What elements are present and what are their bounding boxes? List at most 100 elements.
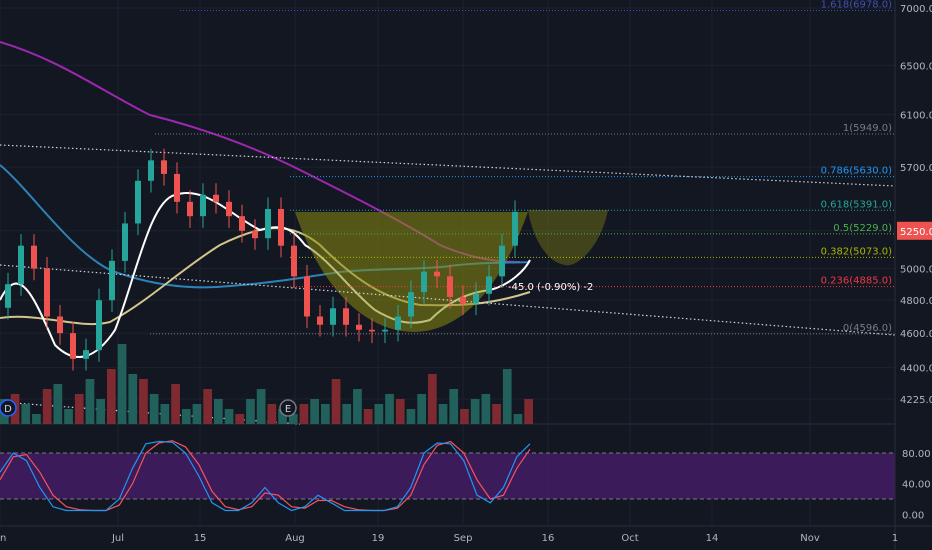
candle-body — [486, 276, 492, 294]
volume-bar — [363, 409, 373, 424]
volume-bar — [299, 404, 309, 424]
volume-bar — [321, 404, 330, 424]
candle-body — [109, 260, 115, 301]
volume-bar — [181, 409, 191, 424]
candle-body — [57, 316, 63, 334]
volume-bar — [64, 409, 73, 424]
event-marker-label: D — [4, 404, 12, 415]
volume-bar — [310, 399, 319, 424]
stochastic-oscillator — [0, 440, 895, 512]
event-marker-circle — [279, 399, 297, 417]
volume-bar — [342, 404, 352, 424]
volume-bar — [417, 394, 426, 424]
volume-bar — [128, 374, 138, 424]
event-marker-circle — [0, 399, 17, 417]
volume-bar — [492, 404, 501, 424]
candle-body — [369, 329, 375, 332]
candle-body — [135, 180, 141, 224]
candle-body — [239, 216, 245, 231]
volume-bar — [21, 404, 31, 424]
change-annotation: -45.0 (-0.90%) -2 — [508, 282, 593, 293]
time-tick-label: Aug — [285, 533, 305, 544]
price-tick-label: 4225.0 — [900, 395, 932, 406]
volume-bar — [224, 409, 234, 424]
candle-body — [421, 271, 427, 293]
time-axis[interactable]: n Jul 15 Aug 19 Sep 16 Oct 14 Nov 1 — [0, 525, 932, 544]
volume-bar — [502, 369, 512, 424]
volume-bar — [74, 394, 84, 424]
candle-body — [18, 245, 24, 285]
fib-label: 0.5(5229.0) — [833, 223, 892, 234]
event-marker: D — [0, 399, 17, 417]
oscillator-k-line — [0, 440, 531, 512]
candle-body — [96, 300, 102, 351]
volume-bar — [428, 374, 437, 424]
time-tick-label: n — [0, 533, 6, 544]
candle-body — [83, 350, 89, 359]
volume-bar — [331, 379, 341, 424]
volume-bar — [385, 394, 394, 424]
price-axis[interactable]: 7000.0 6500.0 6100.0 5700.0 5000.0 4800.0 4600… — [894, 0, 932, 550]
candle-body — [5, 284, 11, 308]
cup-and-handle-pattern — [295, 210, 608, 332]
candle-body — [226, 201, 232, 217]
candle-body — [148, 160, 154, 181]
volume-bar — [470, 399, 480, 424]
candle-body — [200, 194, 206, 217]
price-tick-label: 6100.0 — [900, 111, 932, 122]
volume-bar — [246, 399, 255, 424]
volume-bar — [203, 389, 212, 424]
candle-body — [395, 316, 401, 330]
candle-body — [343, 308, 349, 325]
candle-body — [122, 223, 128, 261]
fib-label: 0(4596.0) — [843, 323, 892, 334]
volume-bar — [256, 389, 266, 424]
candle-body — [382, 329, 388, 332]
time-tick-label: Jul — [111, 533, 124, 544]
candle-body — [252, 230, 258, 239]
time-tick-label: 14 — [706, 533, 719, 544]
volume-bar — [267, 404, 277, 424]
volume-bar — [160, 404, 170, 424]
event-marker: E — [279, 399, 297, 417]
volume-bar — [353, 389, 362, 424]
candle-body — [31, 245, 37, 269]
volume-bar — [288, 414, 298, 424]
volume-bar — [524, 399, 533, 424]
time-tick-label: 16 — [542, 533, 555, 544]
candle-body — [447, 276, 453, 297]
volume-bar — [395, 399, 405, 424]
last-price-badge — [897, 221, 932, 240]
volume-bar — [278, 409, 287, 424]
price-tick-label: 5700.0 — [900, 163, 932, 174]
time-tick-label: Sep — [454, 533, 473, 544]
price-tick-label: 7000.0 — [900, 4, 932, 15]
price-tick-label: 6500.0 — [900, 61, 932, 72]
candle-body — [499, 245, 505, 277]
candle-body — [70, 333, 76, 359]
oscillator-band — [0, 453, 895, 499]
time-tick-label: Oct — [621, 533, 638, 544]
candle-body — [174, 173, 180, 202]
fib-label: 0.618(5391.0) — [821, 199, 893, 210]
volume-bar — [374, 404, 384, 424]
oscillator-tick-label: 80.00 — [902, 449, 931, 460]
volume-bar — [139, 379, 148, 424]
oscillator-tick-label: 40.00 — [902, 480, 931, 491]
volume-bar — [171, 384, 180, 424]
candle-body — [44, 268, 50, 317]
annotations: -45.0 (-0.90%) -2 D E — [0, 282, 593, 417]
oscillator-tick-label: 0.00 — [902, 510, 924, 521]
candle-body — [278, 208, 284, 246]
handle-shape — [295, 210, 608, 266]
volume-bar — [85, 379, 95, 424]
candle-body — [434, 271, 440, 277]
price-tick-label: 4400.0 — [900, 364, 932, 375]
last-price-label: 5250.0 — [900, 227, 932, 238]
time-tick-label: 1 — [892, 533, 898, 544]
candle-body — [512, 211, 518, 246]
event-marker-label: E — [285, 404, 291, 415]
volume-bar — [449, 389, 459, 424]
volume-bar — [107, 369, 116, 424]
